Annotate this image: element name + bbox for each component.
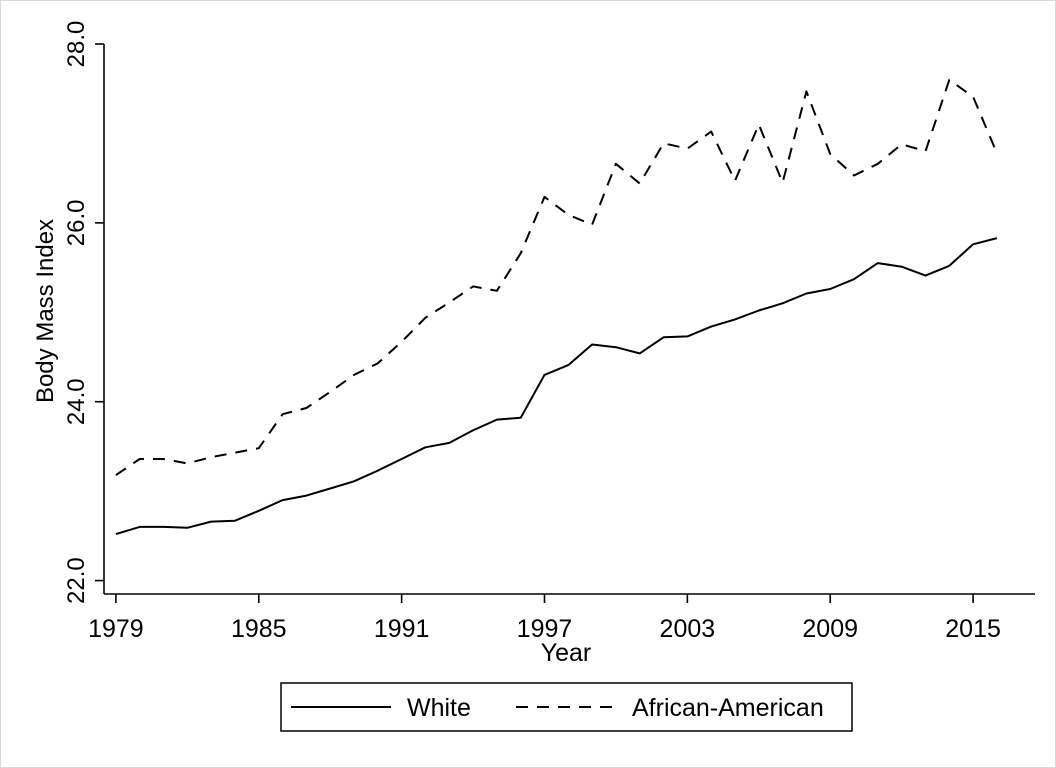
x-tick-label: 1991 [374, 615, 430, 643]
x-tick-label: 1979 [88, 615, 144, 643]
y-axis-label: Body Mass Index [32, 219, 59, 403]
legend-label-african-american: African-American [632, 694, 824, 722]
series-line-african-american [115, 78, 998, 476]
x-axis-label: Year [541, 639, 592, 667]
legend-label-white: White [407, 694, 471, 722]
x-ticks: 1979 1985 1991 1997 2003 2009 2015 [88, 594, 1001, 643]
series-lines [115, 78, 998, 536]
y-ticks: 22.0 24.0 26.0 28.0 [63, 21, 104, 604]
x-tick-label: 1985 [231, 615, 287, 643]
axes [103, 44, 1035, 595]
x-tick-label: 2009 [802, 615, 858, 643]
y-tick-label: 28.0 [63, 21, 90, 68]
series-line-white [115, 237, 998, 536]
y-tick-label: 22.0 [63, 557, 90, 604]
legend: White African-American [280, 682, 853, 732]
x-tick-label: 1997 [517, 615, 573, 643]
y-tick-label: 24.0 [63, 378, 90, 425]
y-tick-label: 26.0 [63, 200, 90, 247]
x-tick-label: 2015 [945, 615, 1001, 643]
x-tick-label: 2003 [660, 615, 716, 643]
